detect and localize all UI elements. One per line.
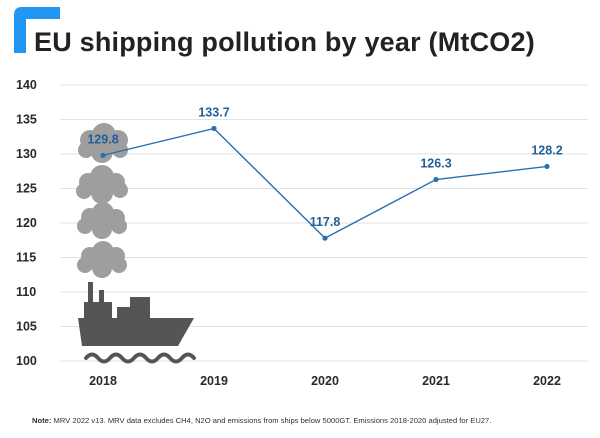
- y-tick-label: 110: [16, 285, 36, 299]
- y-tick-label: 100: [16, 354, 37, 368]
- y-tick-label: 125: [16, 182, 37, 196]
- x-tick-label: 2021: [422, 374, 450, 388]
- ship-icon: [78, 282, 194, 346]
- y-tick-label: 135: [16, 113, 37, 127]
- y-tick-label: 130: [16, 147, 37, 161]
- y-tick-label: 105: [16, 320, 37, 334]
- smoke-cloud-icon: [76, 123, 128, 278]
- y-tick-label: 140: [16, 78, 37, 92]
- data-point: [322, 235, 328, 241]
- data-label: 128.2: [531, 143, 562, 157]
- footnote-label: Note:: [32, 416, 52, 425]
- y-tick-label: 115: [16, 251, 36, 265]
- footnote-text: MRV 2022 v13. MRV data excludes CH4, N2O…: [53, 416, 492, 425]
- data-labels: 129.8 133.7 117.8 126.3 128.2: [87, 105, 562, 229]
- data-label: 129.8: [87, 132, 118, 146]
- y-tick-label: 120: [16, 216, 37, 230]
- ship-illustration: [76, 123, 196, 364]
- data-point: [100, 152, 106, 158]
- chart-title: EU shipping pollution by year (MtCO2): [34, 27, 535, 57]
- waves-icon: [84, 352, 196, 364]
- data-label: 126.3: [420, 157, 451, 171]
- x-axis: 2018 2019 2020 2021 2022: [89, 374, 561, 388]
- data-point: [211, 125, 217, 132]
- x-tick-label: 2020: [311, 374, 339, 388]
- data-label: 133.7: [198, 105, 229, 119]
- x-tick-label: 2018: [89, 374, 117, 388]
- x-tick-label: 2019: [200, 374, 228, 388]
- data-label: 117.8: [310, 215, 341, 229]
- line-chart: 100 105 110 115 120 125 130 135 140 2018 2019 2020…: [16, 78, 588, 388]
- footnote: Note: MRV 2022 v13. MRV data excludes CH…: [32, 416, 491, 425]
- data-points: [100, 125, 550, 241]
- y-axis: 100 105 110 115 120 125 130 135 140: [16, 78, 37, 368]
- data-point: [544, 163, 550, 170]
- corner-accent: [14, 7, 60, 53]
- x-tick-label: 2022: [533, 374, 561, 388]
- data-point: [433, 176, 439, 183]
